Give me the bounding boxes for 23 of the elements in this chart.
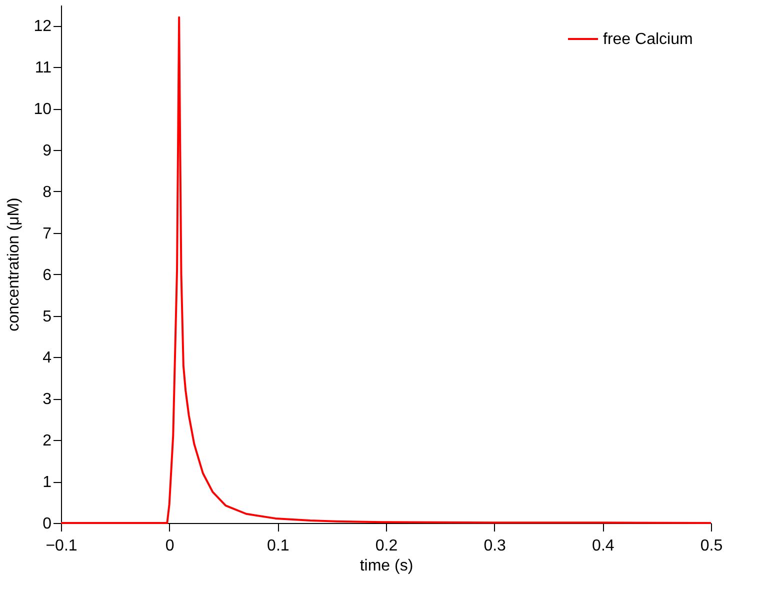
- y-tick-label: 8: [42, 184, 52, 201]
- y-tick-label: 4: [42, 350, 52, 367]
- legend-label: free Calcium: [603, 31, 693, 48]
- x-tick-label: 0.1: [267, 538, 290, 554]
- x-tick-label: 0.5: [700, 538, 723, 554]
- x-tick-label: −0.1: [46, 538, 78, 554]
- x-tick-label: 0.4: [592, 538, 614, 554]
- x-tick-label: 0.3: [484, 538, 506, 554]
- y-tick-label: 9: [42, 142, 52, 160]
- x-tick-label: 0: [165, 538, 174, 554]
- y-tick-label: 12: [34, 18, 52, 36]
- y-tick-label: 11: [34, 60, 52, 77]
- y-tick-label: 2: [42, 432, 52, 450]
- y-tick-label: 3: [42, 391, 52, 408]
- x-axis-title: time (s): [360, 558, 414, 574]
- y-tick-label: 0: [42, 516, 52, 532]
- y-tick-label: 1: [42, 474, 52, 492]
- y-tick-label: 10: [34, 101, 52, 118]
- y-tick-label: 5: [42, 308, 52, 326]
- y-axis-title: concentration (μM): [6, 198, 23, 332]
- y-tick-label: 6: [42, 266, 52, 284]
- y-tick-label: 7: [42, 225, 52, 242]
- x-tick-label: 0.2: [375, 538, 398, 554]
